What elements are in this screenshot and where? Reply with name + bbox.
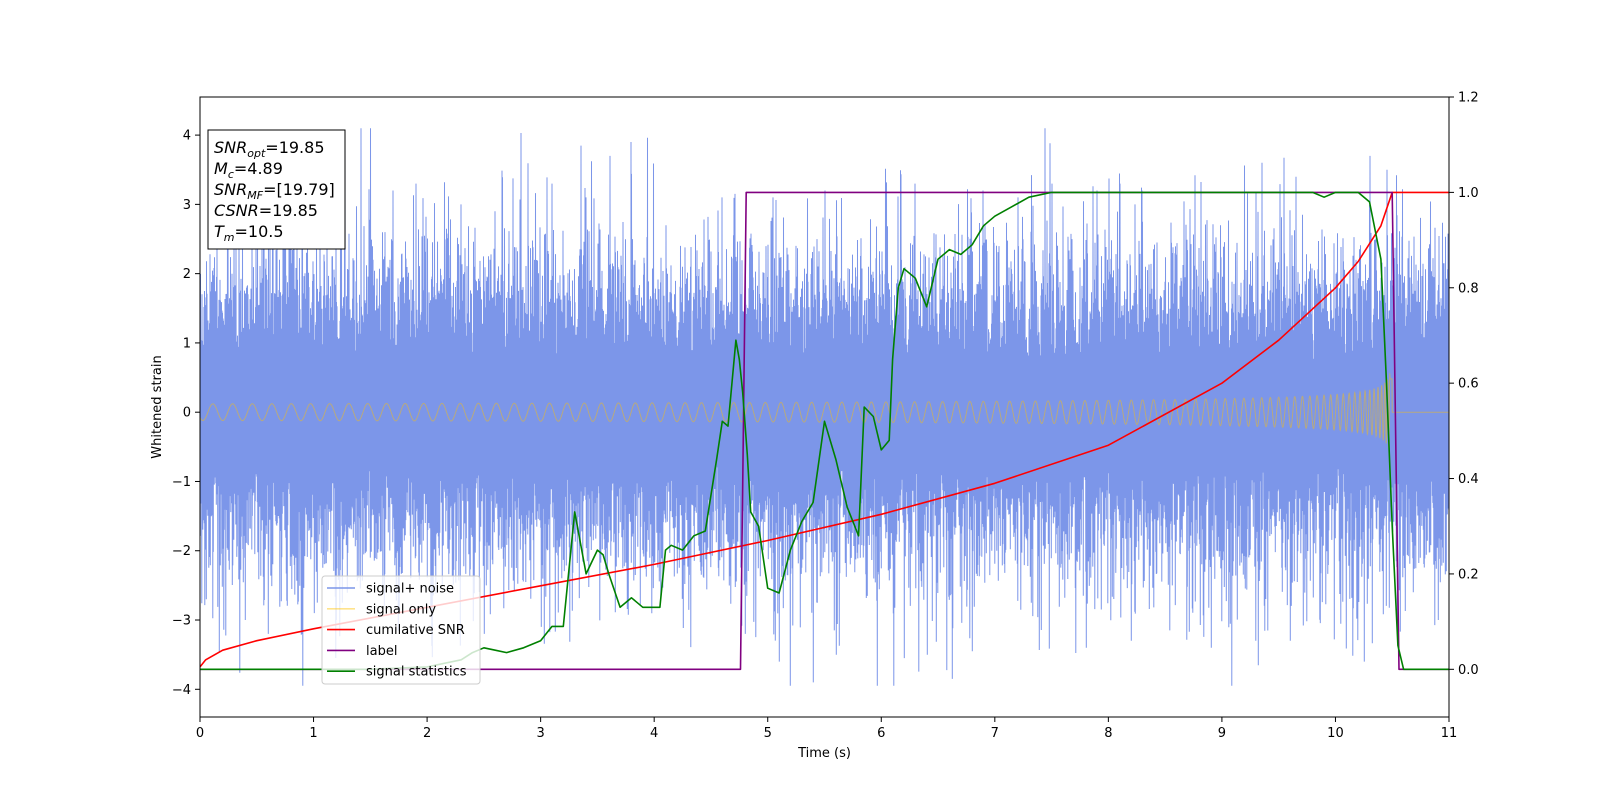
y2-tick-label: 1.0 xyxy=(1458,186,1479,201)
annotation-line: Mc=4.89 xyxy=(214,159,283,181)
annotation-line: CSNR=19.85 xyxy=(214,201,318,220)
legend-label-cumilative-snr: cumilative SNR xyxy=(366,623,465,638)
series-signal-plus-noise xyxy=(200,128,1449,686)
y2-tick-label: 1.2 xyxy=(1458,91,1479,106)
legend-label-signal-statistics: signal statistics xyxy=(366,665,467,680)
x-tick-label: 2 xyxy=(423,726,431,741)
y2-tick-label: 0.4 xyxy=(1458,472,1479,487)
plot-area xyxy=(200,128,1449,686)
plot-frame xyxy=(199,96,1450,718)
x-tick-label: 5 xyxy=(764,726,772,741)
signal-plus-noise-line xyxy=(200,128,1449,686)
y-tick-label: 0 xyxy=(183,406,191,421)
x-axis: 0 1 2 3 4 5 6 7 8 9 10 11 xyxy=(196,717,1457,741)
y-tick-label: −2 xyxy=(172,544,191,559)
y-tick-label: 1 xyxy=(183,336,191,351)
signal-only-line xyxy=(200,373,1449,448)
y-tick-label: 4 xyxy=(183,129,191,144)
y-tick-label: −3 xyxy=(172,614,191,629)
y2-tick-label: 0.8 xyxy=(1458,281,1479,296)
annotation-line: SNRMF=[19.79] xyxy=(214,180,335,202)
legend-label-label: label xyxy=(366,644,397,659)
x-tick-label: 1 xyxy=(309,726,317,741)
x-tick-label: 6 xyxy=(877,726,885,741)
x-tick-label: 8 xyxy=(1104,726,1112,741)
series-signal-statistics-line xyxy=(200,191,1449,671)
series-signal-only xyxy=(200,373,1449,448)
legend-frame xyxy=(321,575,481,685)
legend: signal+ noise signal only cumilative SNR la… xyxy=(321,575,481,685)
x-tick-label: 11 xyxy=(1441,726,1458,741)
x-tick-label: 9 xyxy=(1218,726,1226,741)
annotation-line: SNRopt=19.85 xyxy=(214,138,325,160)
x-tick-label: 10 xyxy=(1327,726,1344,741)
right-axis-series xyxy=(200,191,1449,671)
legend-label-signal-noise: signal+ noise xyxy=(366,582,454,597)
annotation-line: Tm=10.5 xyxy=(214,222,284,244)
y-axis-label: Whitened strain xyxy=(150,355,165,458)
y-tick-label: 2 xyxy=(183,267,191,282)
y2-tick-label: 0.2 xyxy=(1458,567,1479,582)
y-tick-label: −4 xyxy=(172,683,191,698)
x-axis-label: Time (s) xyxy=(797,746,851,761)
y2-tick-label: 0.6 xyxy=(1458,377,1479,392)
annotation-box: SNRopt=19.85Mc=4.89SNRMF=[19.79]CSNR=19.… xyxy=(207,129,346,250)
x-tick-label: 4 xyxy=(650,726,658,741)
y-tick-label: −1 xyxy=(172,475,191,490)
x-tick-label: 0 xyxy=(196,726,204,741)
y-axis-left: 4 3 2 1 0 −1 −2 −3 −4 xyxy=(172,129,200,698)
series-cumilative-snr-line xyxy=(200,191,1449,668)
legend-label-signal-only: signal only xyxy=(366,602,436,617)
y-axis-right: 1.2 1.0 0.8 0.6 0.4 0.2 0.0 xyxy=(1449,91,1479,678)
y2-tick-label: 0.0 xyxy=(1458,663,1479,678)
x-tick-label: 7 xyxy=(991,726,999,741)
annotation-box-frame xyxy=(207,129,346,250)
x-tick-label: 3 xyxy=(536,726,544,741)
y-tick-label: 3 xyxy=(183,198,191,213)
